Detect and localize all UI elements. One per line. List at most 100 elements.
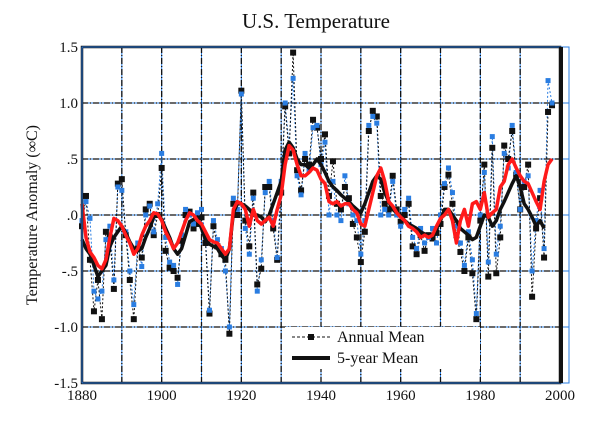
annual-mean-point [234, 212, 241, 218]
annual-mean-blue-point [537, 187, 543, 193]
annual-mean-point [290, 49, 297, 56]
annual-mean-blue-point [195, 210, 201, 216]
five-year-mean-red-line [80, 143, 554, 271]
annual-mean-blue-point [477, 212, 483, 218]
annual-mean-point [298, 187, 305, 194]
annual-mean-point [329, 158, 336, 165]
annual-mean-point [441, 184, 448, 190]
annual-mean-blue-point [234, 206, 240, 212]
annual-mean-point [381, 200, 388, 207]
annual-mean-blue-point [501, 150, 507, 156]
annual-mean-blue-point [290, 75, 296, 81]
annual-mean-blue-point [533, 218, 539, 224]
y-tick-label: 1.0 [59, 96, 78, 112]
annual-mean-blue-point [350, 212, 356, 218]
x-tick-label: 1980 [465, 388, 495, 404]
annual-mean-point [198, 214, 205, 221]
annual-mean-blue-point [111, 277, 117, 283]
annual-mean-point [505, 156, 512, 162]
annual-mean-point [493, 270, 500, 277]
annual-mean-blue-point [159, 150, 165, 156]
annual-mean-blue-point [481, 169, 487, 175]
annual-mean-point [142, 206, 149, 213]
annual-mean-blue-point [473, 311, 479, 317]
annual-mean-point [545, 108, 552, 115]
annual-mean-blue-point [131, 302, 137, 308]
annual-mean-point [242, 217, 249, 224]
annual-mean-point [489, 144, 496, 151]
annual-mean-blue-point [410, 234, 416, 240]
annual-mean-point [266, 184, 273, 190]
annual-mean-point [206, 310, 213, 317]
annual-mean-blue-point [358, 251, 364, 257]
annual-mean-blue-point [242, 225, 248, 231]
annual-mean-blue-point [461, 262, 467, 268]
annual-mean-blue-point [342, 173, 348, 179]
annual-mean-blue-point [529, 268, 535, 274]
annual-mean-point [357, 259, 364, 266]
annual-mean-blue-point [326, 212, 332, 218]
annual-mean-point [509, 128, 516, 134]
annual-mean-point [353, 234, 360, 241]
annual-mean-point [158, 164, 165, 171]
annual-mean-point [174, 274, 181, 281]
annual-mean-blue-point [199, 206, 204, 212]
annual-mean-blue-point [83, 199, 89, 205]
y-tick-label: -.5 [62, 264, 78, 280]
annual-mean-point [138, 254, 145, 261]
annual-mean-point [190, 225, 197, 232]
annual-mean-point [337, 206, 344, 213]
annual-mean-point [525, 161, 532, 168]
annual-mean-point [409, 243, 416, 250]
annual-mean-point [238, 87, 245, 94]
annual-mean-blue-point [449, 190, 455, 196]
annual-mean-blue-point [402, 206, 408, 212]
annual-mean-blue-point [294, 173, 300, 179]
annual-mean-blue-point [517, 206, 523, 212]
annual-mean-point [162, 247, 169, 254]
annual-mean-blue-point [103, 237, 109, 243]
annual-mean-point [485, 273, 492, 280]
annual-mean-blue-point [445, 165, 451, 171]
annual-mean-blue-point [485, 259, 491, 265]
y-tick-label: 1.5 [59, 40, 78, 56]
annual-mean-blue-point [469, 257, 475, 263]
annual-mean-point [246, 243, 253, 250]
annual-mean-blue-point [298, 192, 304, 198]
annual-mean-point [262, 184, 269, 190]
annual-mean-point [98, 316, 105, 323]
annual-mean-blue-point [274, 255, 280, 261]
annual-mean-blue-point [489, 134, 495, 140]
annual-mean-blue-point [155, 201, 161, 207]
annual-mean-point [341, 184, 348, 190]
annual-mean-point [94, 276, 101, 283]
annual-mean-blue-point [262, 190, 268, 196]
annual-mean-point [445, 171, 452, 178]
legend-annual-label: Annual Mean [337, 329, 425, 346]
annual-mean-point [170, 268, 177, 274]
annual-mean-blue-point [95, 296, 101, 302]
five-year-mean-line [80, 140, 546, 279]
annual-mean-blue-point [163, 234, 169, 240]
annual-mean-blue-point [366, 122, 372, 128]
annual-mean-point [521, 184, 528, 190]
annual-mean-blue-point [254, 288, 260, 294]
annual-mean-point [214, 243, 221, 250]
annual-mean-blue-point [549, 100, 555, 106]
annual-mean-point [429, 235, 436, 242]
annual-mean-blue-point [214, 237, 220, 243]
annual-mean-point [258, 265, 265, 272]
y-tick-label: -1.5 [54, 376, 78, 392]
annual-mean-point [182, 212, 189, 218]
legend-background [285, 327, 480, 369]
annual-mean-point [421, 247, 428, 254]
annual-mean-blue-point [302, 150, 308, 156]
annual-mean-blue-point [258, 257, 264, 263]
annual-mean-blue-point [406, 195, 412, 201]
annual-mean-point [166, 264, 173, 271]
annual-mean-blue-point [151, 229, 157, 235]
annual-mean-blue-point [453, 223, 459, 229]
annual-mean-blue-point [87, 215, 93, 221]
annual-mean-blue-point [206, 307, 212, 313]
annual-mean-point [318, 156, 324, 162]
